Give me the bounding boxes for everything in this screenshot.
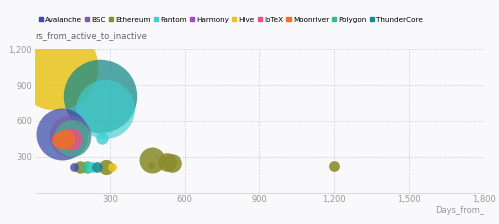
Point — [96, 94, 104, 98]
Point — [330, 164, 338, 168]
Point — [61, 138, 69, 141]
Point — [67, 137, 75, 141]
Point — [69, 165, 77, 169]
Point — [168, 161, 176, 165]
Point — [163, 160, 171, 164]
Point — [88, 165, 96, 169]
Point — [98, 136, 106, 140]
Point — [147, 163, 155, 166]
Text: rs_from_active_to_inactive: rs_from_active_to_inactive — [35, 31, 147, 40]
Point — [58, 132, 66, 136]
X-axis label: Days_from_: Days_from_ — [435, 206, 484, 215]
Point — [108, 165, 116, 169]
Point — [101, 107, 109, 111]
Point — [102, 165, 110, 169]
Point — [68, 136, 76, 140]
Point — [51, 65, 59, 69]
Point — [76, 165, 84, 169]
Point — [93, 165, 101, 169]
Point — [148, 158, 156, 162]
Legend: Avalanche, BSC, Ethereum, Fantom, Harmony, Hive, IoTeX, Moonriver, Polygon, Thun: Avalanche, BSC, Ethereum, Fantom, Harmon… — [38, 17, 423, 23]
Point — [66, 135, 74, 138]
Point — [83, 165, 91, 169]
Point — [56, 138, 64, 142]
